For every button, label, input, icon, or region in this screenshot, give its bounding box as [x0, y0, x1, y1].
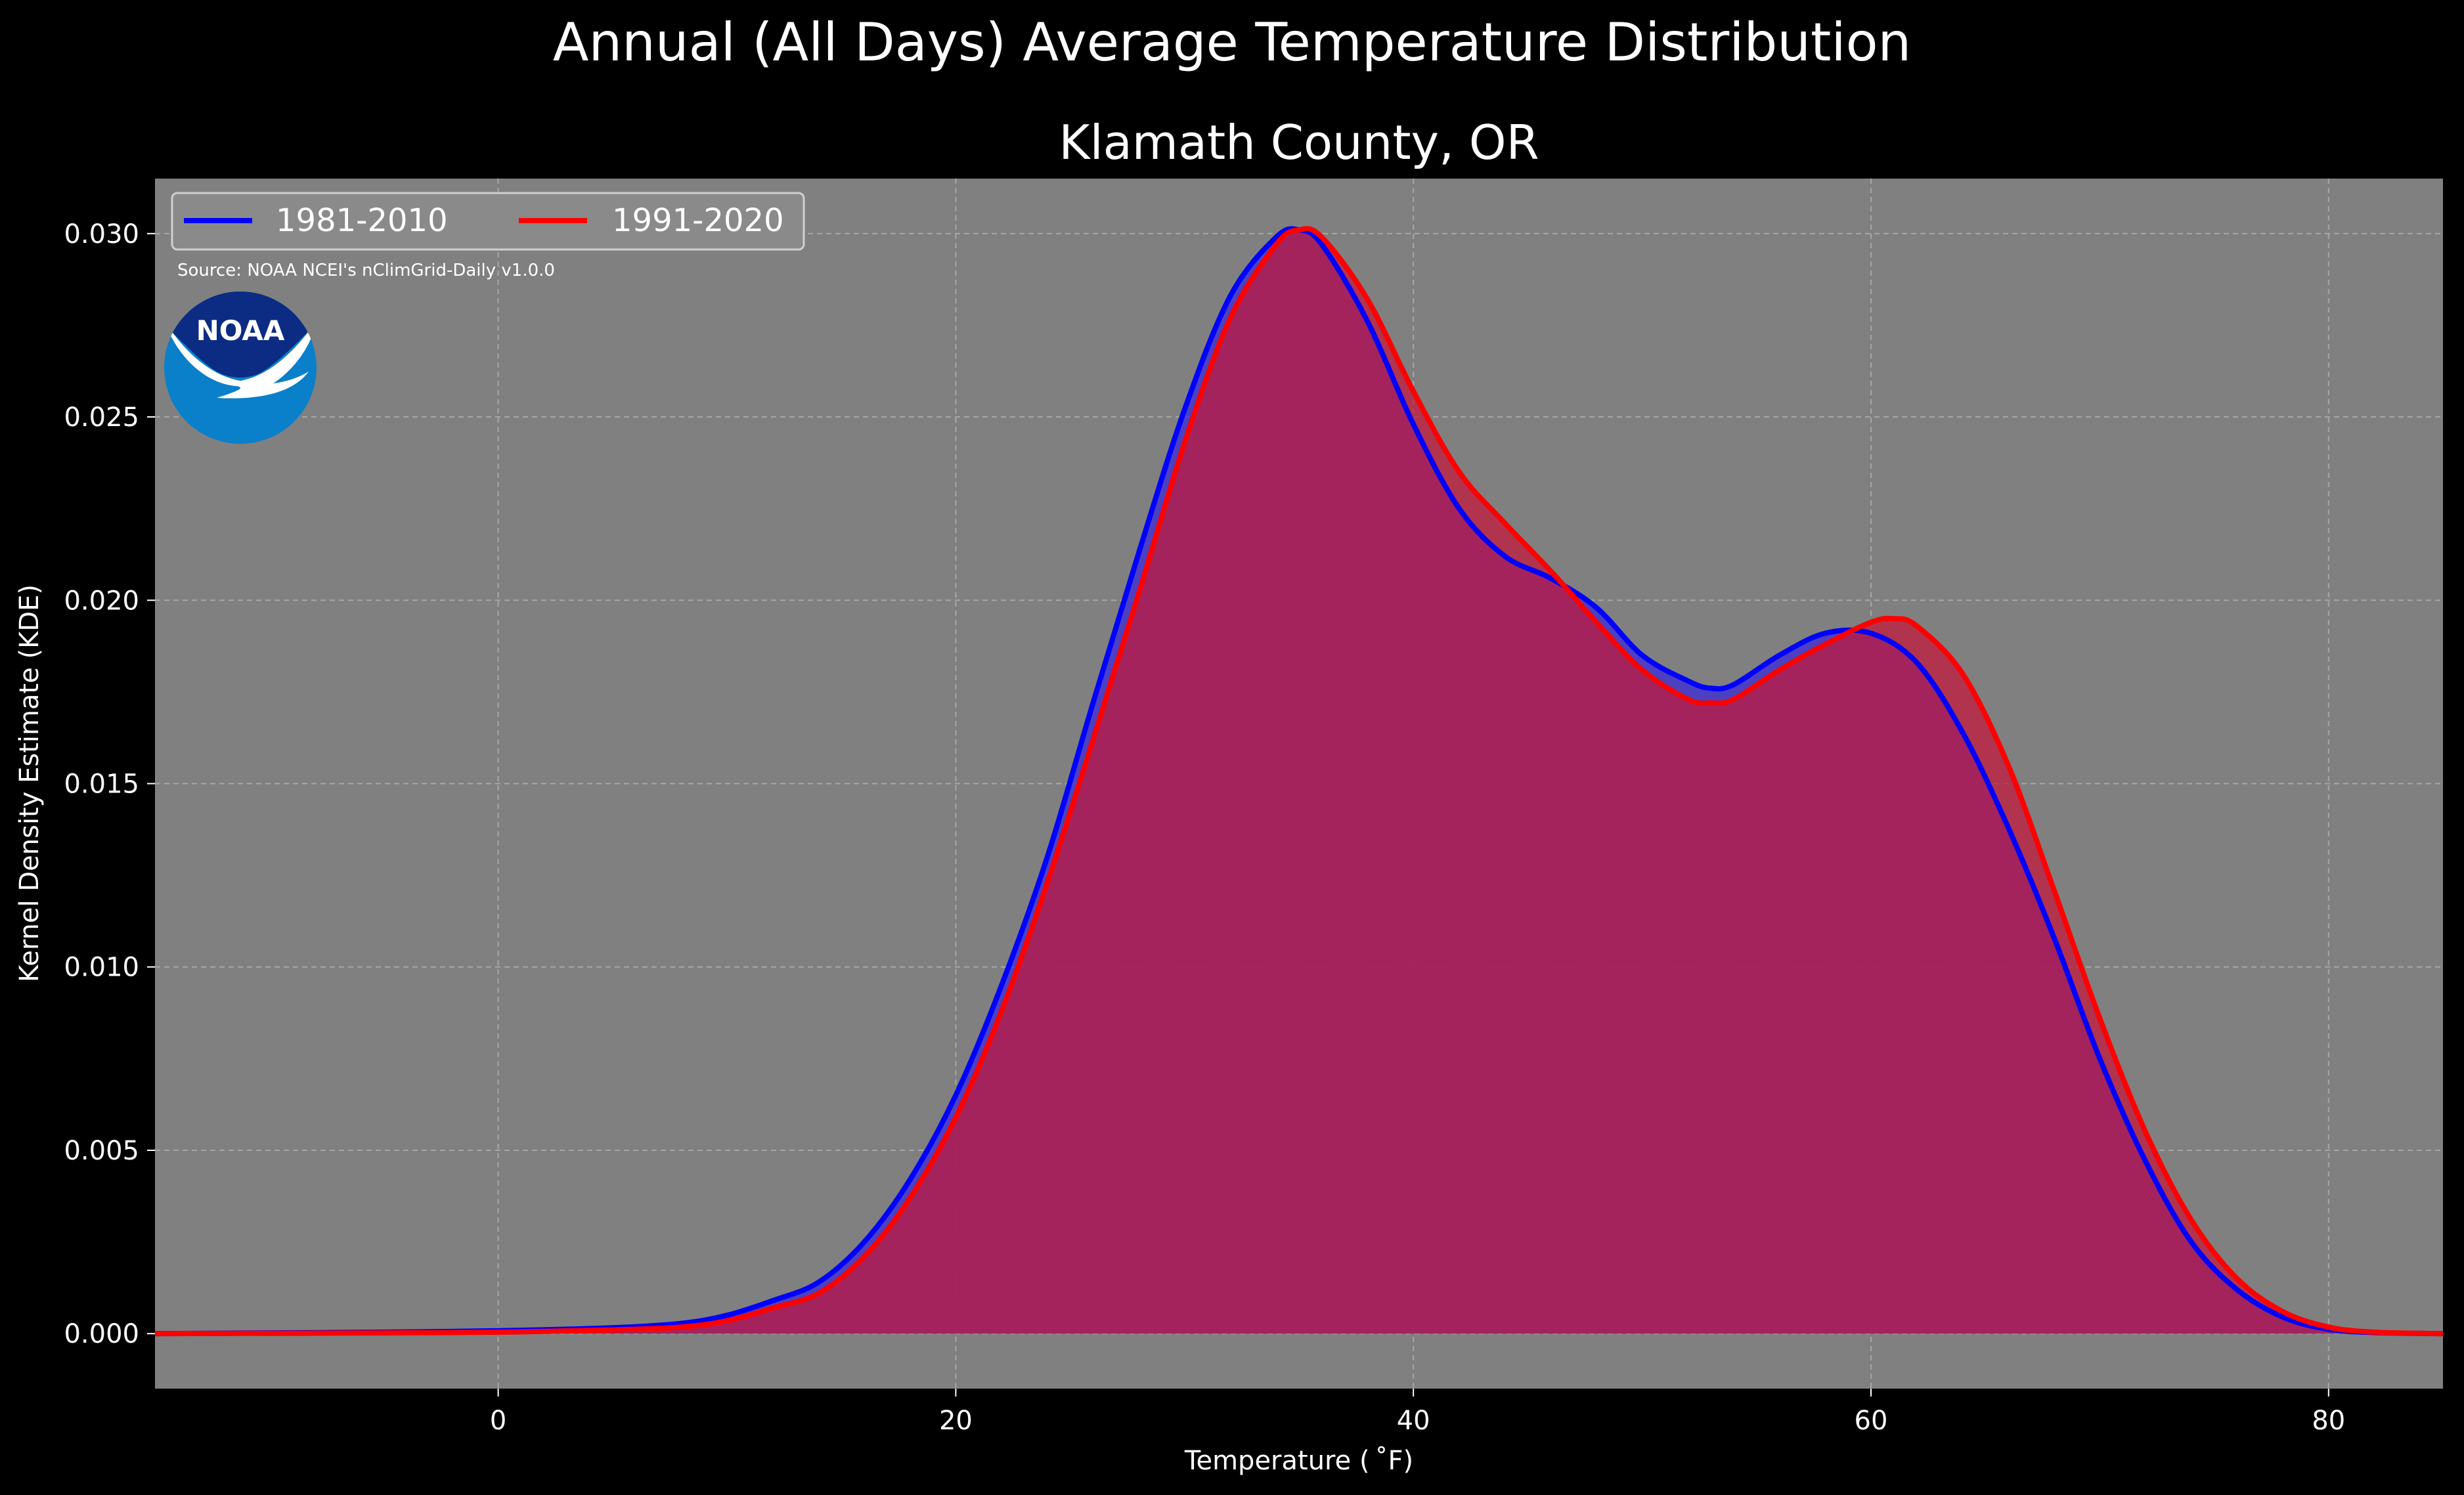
chart-subtitle: Klamath County, OR — [1059, 115, 1539, 170]
series-layer — [154, 226, 2444, 1337]
noaa-logo-text: NOAA — [196, 314, 285, 347]
legend: 1981-2010 1991-2020 — [171, 192, 805, 251]
series-fill-1991-2020 — [155, 228, 2443, 1334]
axis-ticks: 0 20 40 60 80 0.000 0.005 0.010 0.015 0.020 0.025 0… — [64, 219, 2345, 1436]
y-tick-label: 0.005 — [64, 1136, 139, 1166]
y-tick-label: 0.030 — [64, 219, 139, 249]
y-tick-label: 0.000 — [64, 1319, 139, 1349]
y-tick-label: 0.015 — [64, 769, 139, 800]
x-tick-label: 80 — [2312, 1406, 2345, 1436]
legend-label-1981-2010: 1981-2010 — [276, 202, 448, 239]
series-line-1991-2020 — [154, 226, 2444, 1337]
y-tick-label: 0.025 — [64, 402, 139, 433]
y-tick-label: 0.020 — [64, 586, 139, 616]
y-tick-label: 0.010 — [64, 953, 139, 983]
x-tick-label: 0 — [490, 1406, 506, 1436]
x-tick-label: 40 — [1397, 1406, 1430, 1436]
x-tick-label: 60 — [1855, 1406, 1888, 1436]
y-axis-label: Kernel Density Estimate (KDE) — [14, 584, 45, 982]
x-tick-label: 20 — [939, 1406, 973, 1436]
legend-frame — [171, 192, 805, 251]
chart-title: Annual (All Days) Average Temperature Di… — [553, 12, 1911, 73]
x-axis-label: Temperature ( ˚F) — [1184, 1446, 1413, 1476]
series-line-1981-2010 — [154, 226, 2444, 1337]
legend-label-1991-2020: 1991-2020 — [612, 202, 784, 239]
source-note: Source: NOAA NCEI's nClimGrid-Daily v1.0… — [177, 261, 555, 280]
